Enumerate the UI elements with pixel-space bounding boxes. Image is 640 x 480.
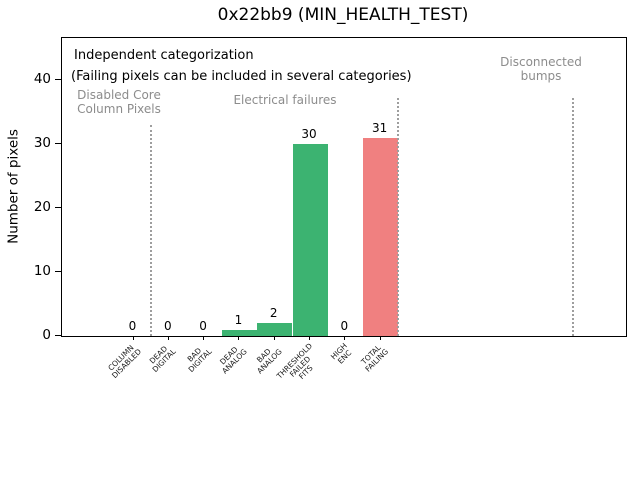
y-tick-mark [55,335,61,336]
section-separator-line [150,125,152,336]
y-tick-label: 0 [42,327,51,343]
x-tick-label-text: COLUMN DISABLED [105,343,143,381]
x-tick-label-text: BAD DIGITAL [185,345,214,375]
plot-area [61,37,627,337]
bar [221,329,257,336]
y-tick-mark [55,79,61,81]
x-tick-mark [132,336,134,340]
y-tick-label: 30 [33,135,51,152]
bar-value-label: 0 [199,319,207,333]
bar [363,137,399,336]
x-tick-label-text: THRESHOLD FAILED FITS [274,341,315,382]
x-tick-label-text: TOTAL FAILING [359,343,390,374]
bar-value-label: 2 [269,306,278,321]
x-tick-mark [167,336,169,340]
y-tick-label: 40 [33,71,51,88]
chart-title: 0x22bb9 (MIN_HEALTH_TEST) [217,5,469,25]
x-tick-label-text: DEAD DIGITAL [148,344,179,375]
y-tick-mark [55,207,61,209]
x-tick-mark [344,336,346,340]
section-label-disconnected-bumps: Disconnected bumps [500,55,582,83]
annotation-independent-categorization: Independent categorization [74,48,254,63]
section-separator-line [572,98,574,336]
y-tick-label: 20 [33,199,51,216]
x-tick-label-text: DEAD ANALOG [217,344,249,376]
y-tick-mark [55,271,61,273]
x-tick-mark [309,336,310,340]
bar-value-label: 30 [301,127,317,142]
bar-value-label: 1 [234,312,243,327]
section-separator-line [397,98,399,336]
bar-value-label: 31 [371,120,388,135]
annotation-categories-note: (Failing pixels can be included in sever… [71,69,412,84]
bar-value-label: 0 [128,319,137,333]
bar [292,144,328,336]
x-tick-mark [379,336,381,340]
y-tick-mark [55,143,61,145]
x-tick-mark [203,336,205,340]
section-label-disabled-core: Disabled Core Column Pixels [77,88,161,116]
x-tick-mark [238,336,240,340]
section-label-electrical-failures: Electrical failures [233,93,337,107]
y-tick-label: 10 [33,263,51,280]
bar-value-label: 0 [163,319,172,333]
bar [257,323,293,336]
x-tick-mark [273,336,275,340]
bar-value-label: 0 [340,319,349,333]
x-tick-label-text: HIGH ENC [328,341,354,366]
